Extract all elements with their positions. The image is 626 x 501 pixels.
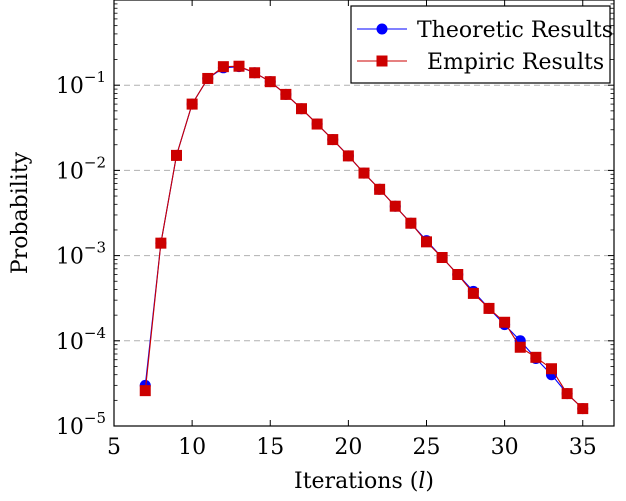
data-point [186,98,198,110]
grid-lines [114,84,614,342]
data-point [171,149,182,161]
data-point [358,167,370,179]
series-line [144,65,584,409]
x-tick-label: 25 [413,435,441,460]
legend-label: Theoretic Results [417,18,613,43]
series-theoretic-results [139,61,589,415]
y-tick-label: 10−2 [56,153,106,184]
legend-marker [376,23,388,35]
data-point [327,134,339,146]
data-point [421,236,432,248]
series-empiric-results [139,60,589,415]
series-line [144,66,584,409]
y-axis-title: Probability [8,151,33,274]
data-point [436,251,448,263]
data-point [155,237,167,249]
data-point [405,217,417,229]
y-tick-label: 10−1 [56,68,106,99]
x-tick-label: 10 [178,435,206,460]
y-tick-label: 10−5 [56,409,106,440]
data-point [342,150,354,162]
data-point [467,287,479,299]
data-point [483,302,495,314]
data-point [280,88,292,100]
data-point [202,72,214,84]
data-point [577,403,589,415]
tick-labels: 10−5 10−4 10−3 10−2 10−1 5 10 15 20 25 30 35 [56,68,597,460]
legend: Theoretic Results Empiric Results [350,5,613,84]
data-point [389,200,401,212]
data-point [296,103,307,115]
legend-label: Empiric Results [427,50,604,75]
x-axis-title: Iterations (l) [294,469,434,494]
axis-ticks [113,0,614,427]
x-tick-label: 20 [334,435,362,460]
data-point [452,269,464,281]
legend-entry: Theoretic Results [357,18,613,43]
x-tick-label: 30 [491,435,519,460]
data-point [374,183,386,195]
plot-series [139,60,589,415]
data-point [499,316,511,328]
data-point [249,67,261,79]
data-point [233,60,245,72]
plot-frame [113,0,615,427]
data-point [530,351,542,363]
data-point [561,388,573,400]
data-point [264,76,276,88]
y-tick-label: 10−4 [56,324,106,355]
data-point [311,118,323,130]
data-point [514,341,526,353]
y-tick-label: 10−3 [56,239,106,270]
legend-marker [376,55,388,67]
data-point [546,363,557,375]
legend-entry: Empiric Results [357,50,604,75]
data-point [217,61,229,73]
x-tick-label: 35 [569,435,597,460]
x-tick-label: 5 [107,435,121,460]
data-point [139,385,151,397]
x-tick-label: 15 [256,435,284,460]
legend-box [350,5,611,84]
